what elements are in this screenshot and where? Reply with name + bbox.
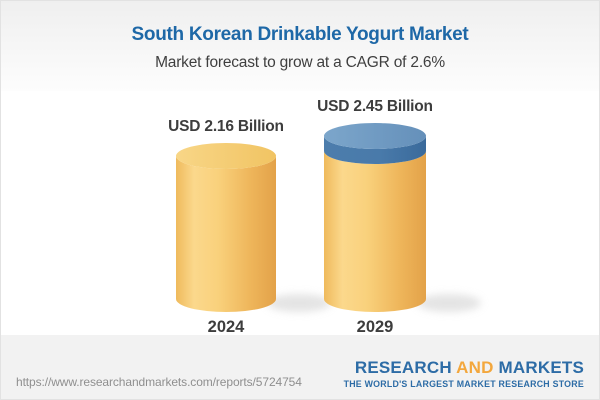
growth-cap-top [324, 123, 426, 149]
cylinder-bar-chart [176, 123, 481, 312]
category-label-2024: 2024 [207, 318, 245, 336]
logo-word-research: RESEARCH [354, 358, 452, 377]
cylinder-2024 [176, 143, 276, 312]
cylinder-2024-body [176, 156, 276, 312]
report-url: https://www.researchandmarkets.com/repor… [16, 375, 302, 389]
value-label-2029: USD 2.45 Billion [317, 98, 433, 115]
footer: https://www.researchandmarkets.com/repor… [1, 335, 599, 399]
growth-cap-band [324, 136, 426, 164]
category-label-2029: 2029 [356, 318, 394, 336]
research-and-markets-logo: RESEARCH AND MARKETS THE WORLD'S LARGEST… [344, 359, 584, 389]
cylinder-2029-growth-cap [324, 123, 426, 164]
logo-word-and: AND [456, 358, 494, 377]
cylinder-2029-shadow [417, 294, 481, 312]
value-label-2024: USD 2.16 Billion [168, 118, 284, 135]
cylinder-2024-shadow [267, 294, 331, 312]
chart-subtitle: Market forecast to grow at a CAGR of 2.6… [155, 54, 445, 71]
logo-word-markets: MARKETS [498, 358, 584, 377]
logo-wordmark: RESEARCH AND MARKETS [344, 359, 584, 376]
cylinder-2024-top [176, 143, 276, 169]
logo-tagline: THE WORLD'S LARGEST MARKET RESEARCH STOR… [343, 379, 584, 389]
chart-header: South Korean Drinkable Yogurt Market Mar… [1, 1, 599, 91]
cylinder-2029 [324, 123, 426, 312]
cylinder-2029-body [324, 151, 426, 312]
chart-title: South Korean Drinkable Yogurt Market [131, 24, 469, 45]
